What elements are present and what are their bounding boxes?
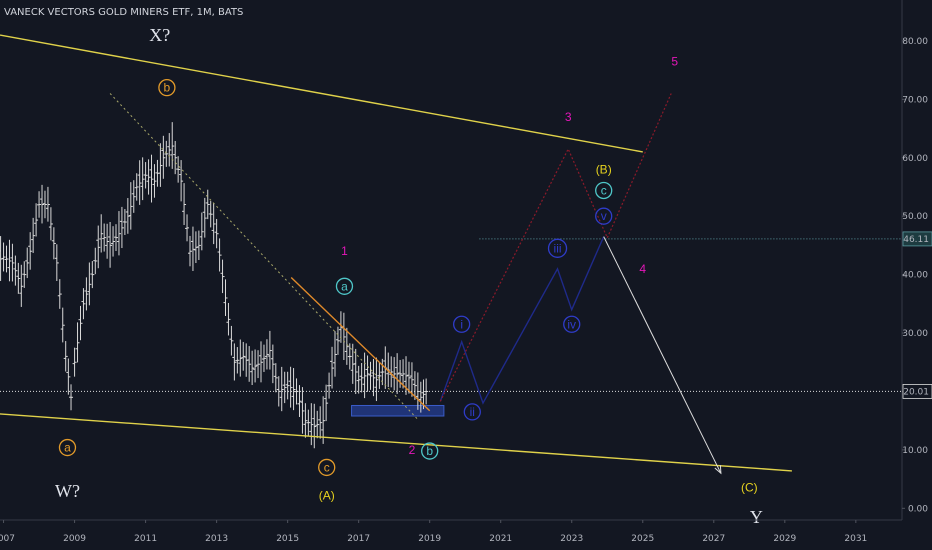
y-tick-label: 10.00	[902, 446, 928, 456]
wave-label-circle	[547, 238, 568, 258]
wave-label-circle	[318, 458, 336, 477]
price-label-box	[902, 231, 932, 247]
y-tick-label: 0.00	[908, 504, 928, 514]
wave-label-15: 3	[565, 110, 572, 124]
wave-label-circle	[563, 315, 581, 333]
x-tick-label: 2007	[0, 534, 15, 544]
y-tick-label: 40.00	[902, 271, 928, 281]
y-tick-label: 60.00	[902, 154, 928, 164]
x-tick-label: 2021	[489, 534, 512, 544]
trend-line	[439, 93, 672, 402]
y-tick-label: 70.00	[902, 95, 928, 105]
wave-label-19: 5	[671, 54, 678, 68]
wave-label-6: c	[324, 460, 330, 474]
support-zone	[351, 404, 445, 417]
wave-label-3: W?	[55, 481, 80, 501]
wave-label-11: ii	[470, 405, 475, 419]
x-tick-label: 2009	[63, 534, 86, 544]
x-tick-label: 2017	[347, 534, 370, 544]
wave-label-circle	[158, 78, 176, 97]
x-tick-label: 2011	[134, 534, 157, 544]
x-tick-label: 2027	[702, 534, 725, 544]
x-tick-label: 2015	[276, 534, 299, 544]
trend-line	[290, 276, 431, 412]
wave-label-16: (B)	[596, 162, 612, 176]
x-tick-label: 2029	[773, 534, 796, 544]
wave-label-17: c	[601, 183, 607, 197]
y-tick-label: 30.00	[902, 329, 928, 339]
wave-label-circle	[463, 403, 481, 421]
wave-label-8: 2	[409, 443, 416, 457]
trend-line	[439, 236, 605, 405]
wave-label-20: (C)	[741, 480, 758, 494]
wave-label-12: iii	[554, 241, 562, 255]
wave-label-0: X?	[149, 25, 170, 45]
x-tick-label: 2023	[560, 534, 583, 544]
wave-label-circle	[58, 438, 77, 457]
trend-line	[109, 93, 420, 422]
wave-label-circle	[595, 181, 613, 200]
trend-line	[0, 34, 643, 153]
arrow-head	[714, 465, 722, 475]
trend-line	[0, 413, 792, 472]
chart-title: VANECK VECTORS GOLD MINERS ETF, 1M, BATS	[4, 7, 244, 18]
wave-label-1: b	[164, 81, 171, 95]
wave-label-14: v	[601, 209, 607, 223]
y-tick-label: 80.00	[902, 37, 928, 47]
price-label: 46.11	[903, 235, 929, 245]
price-label: 20.01	[903, 387, 929, 397]
wave-label-9: b	[426, 444, 433, 458]
wave-label-circle	[335, 277, 354, 295]
wave-label-18: 4	[639, 262, 646, 276]
y-tick-label: 50.00	[902, 212, 928, 222]
wave-label-circle	[421, 442, 439, 460]
wave-label-circle	[453, 315, 471, 333]
x-tick-label: 2019	[418, 534, 441, 544]
wave-label-4: 1	[341, 244, 348, 258]
wave-label-5: a	[341, 279, 348, 293]
wave-label-10: i	[460, 317, 463, 331]
wave-label-circle	[595, 207, 613, 225]
x-tick-label: 2025	[631, 534, 654, 544]
wave-label-21: Y	[750, 507, 763, 527]
trend-line	[603, 236, 722, 474]
wave-label-7: (A)	[319, 488, 335, 502]
x-tick-label: 2031	[844, 534, 867, 544]
wave-label-2: a	[64, 441, 71, 455]
wave-label-13: iv	[567, 317, 576, 331]
price-label-box	[902, 384, 932, 399]
x-tick-label: 2013	[205, 534, 228, 544]
